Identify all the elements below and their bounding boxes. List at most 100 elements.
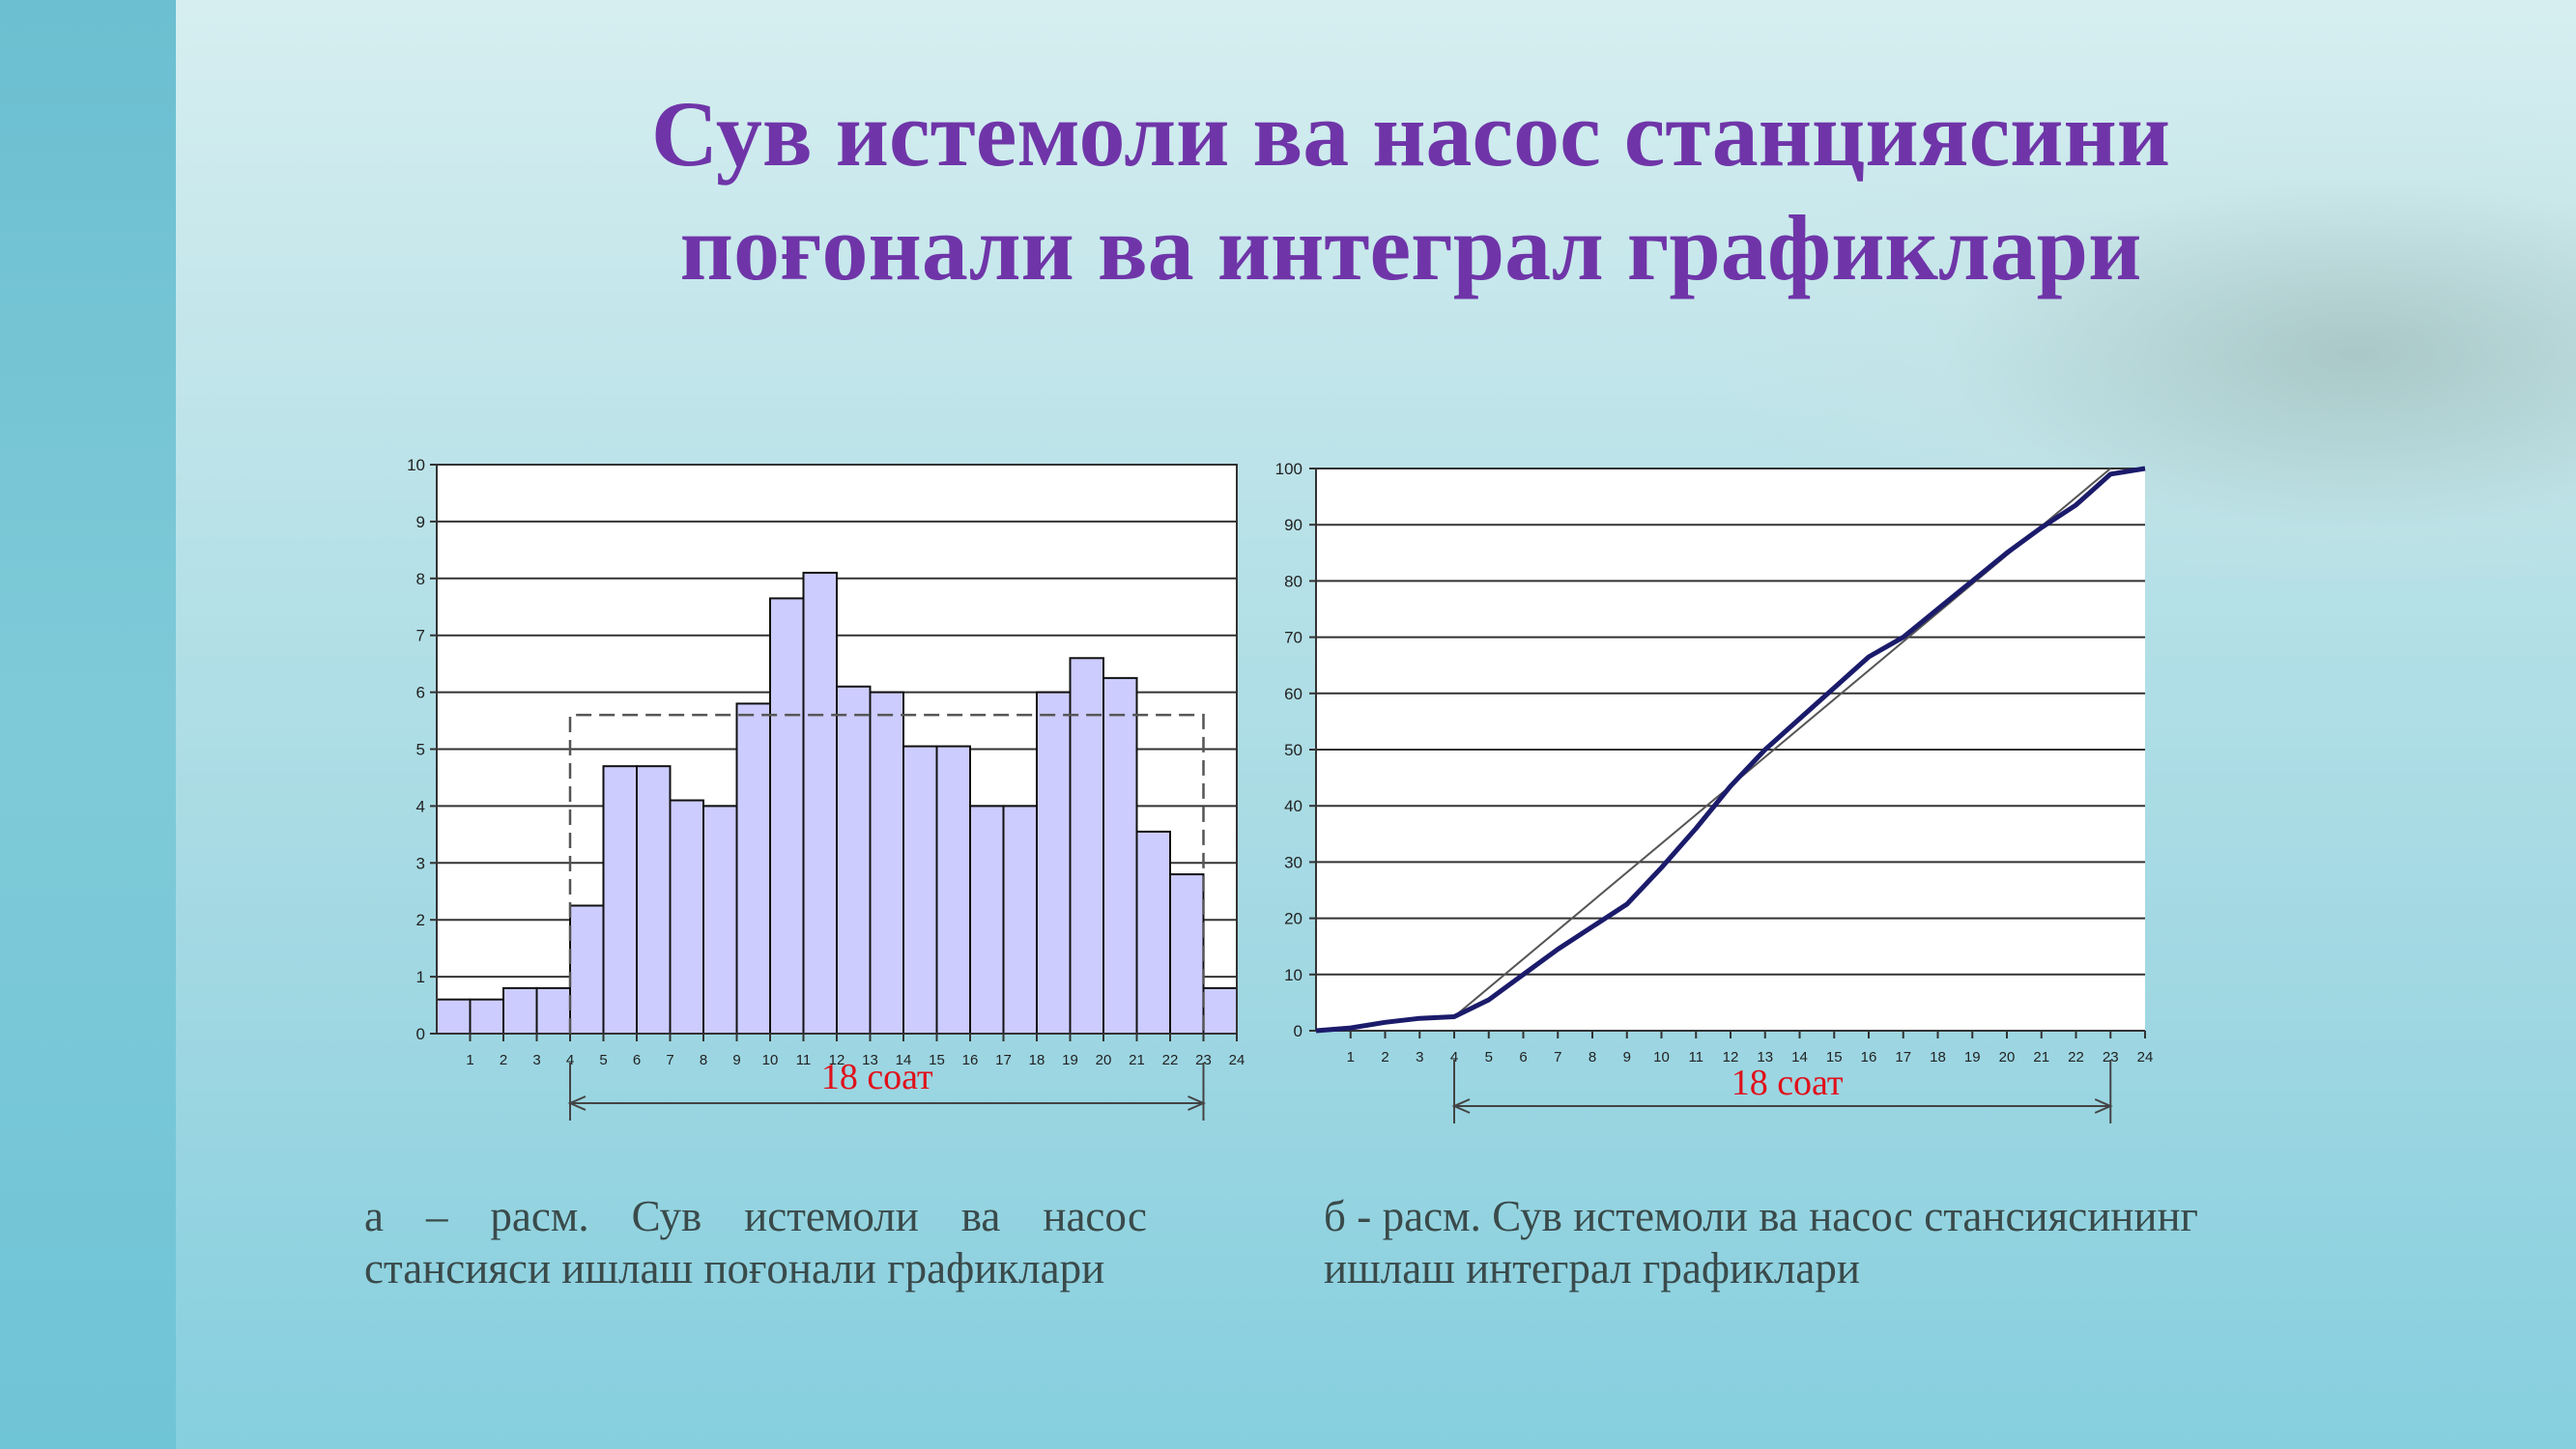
y-tick-label-a: 10 [407, 456, 425, 474]
x-tick-label-b: 5 [1485, 1049, 1493, 1065]
span-label-a: 18 соат [821, 1057, 933, 1097]
left-decorative-band [0, 0, 176, 1449]
bar [569, 904, 605, 1035]
x-tick-label-b: 16 [1861, 1049, 1877, 1065]
bar [802, 571, 838, 1035]
x-tick-label-a: 12 [829, 1052, 845, 1068]
x-tick-label-a: 21 [1129, 1052, 1145, 1068]
x-tick-label-b: 19 [1964, 1049, 1981, 1065]
y-tick-label-b: 30 [1284, 853, 1302, 871]
bar [902, 745, 938, 1035]
bar [836, 685, 872, 1036]
bar [1135, 830, 1171, 1035]
y-tick-label-a: 7 [416, 627, 425, 645]
x-tick-label-a: 4 [566, 1052, 574, 1068]
x-tick-label-a: 17 [995, 1052, 1012, 1068]
x-tick-label-b: 18 [1930, 1049, 1946, 1065]
x-tick-label-a: 13 [862, 1052, 878, 1068]
span-arrow-left-a [567, 1095, 587, 1111]
x-tick-label-a: 2 [500, 1052, 507, 1068]
y-tick-label-b: 100 [1275, 460, 1302, 478]
x-tick-label-a: 5 [599, 1052, 607, 1068]
bar [1036, 691, 1072, 1035]
bar [869, 691, 904, 1035]
x-tick-label-a: 3 [532, 1052, 540, 1068]
x-tick-label-b: 17 [1895, 1049, 1911, 1065]
bar [735, 702, 771, 1035]
x-tick-label-b: 24 [2137, 1049, 2154, 1065]
span-arrow-right-b [2094, 1098, 2113, 1114]
x-tick-label-a: 23 [1195, 1052, 1212, 1068]
x-tick-label-b: 20 [1999, 1049, 2016, 1065]
x-tick-label-b: 21 [2033, 1049, 2049, 1065]
bar [702, 805, 738, 1035]
bar [636, 765, 672, 1035]
x-tick-label-b: 3 [1416, 1049, 1423, 1065]
y-tick-label-a: 0 [416, 1025, 425, 1043]
x-tick-label-b: 12 [1723, 1049, 1739, 1065]
x-tick-label-b: 1 [1347, 1049, 1355, 1065]
x-tick-label-a: 19 [1062, 1052, 1078, 1068]
x-tick-label-a: 14 [896, 1052, 912, 1068]
y-tick-label-b: 50 [1284, 741, 1302, 759]
y-tick-label-a: 6 [416, 684, 425, 702]
x-tick-label-b: 10 [1653, 1049, 1670, 1065]
x-tick-label-a: 10 [762, 1052, 779, 1068]
bar [769, 597, 805, 1035]
bar [1102, 676, 1138, 1035]
y-tick-label-a: 3 [416, 854, 425, 872]
x-tick-label-a: 1 [466, 1052, 473, 1068]
x-tick-label-b: 22 [2068, 1049, 2084, 1065]
x-tick-label-a: 16 [962, 1052, 979, 1068]
x-tick-label-a: 18 [1029, 1052, 1045, 1068]
y-tick-label-b: 70 [1284, 629, 1302, 647]
bar [436, 998, 472, 1035]
span-arrow-right-a [1188, 1095, 1206, 1111]
bar [1202, 986, 1238, 1036]
x-tick-label-b: 15 [1826, 1049, 1843, 1065]
bar [602, 765, 638, 1035]
y-tick-label-a: 1 [416, 968, 425, 986]
x-tick-label-b: 7 [1554, 1049, 1561, 1065]
y-tick-label-b: 80 [1284, 572, 1302, 590]
span-arrow-left-b [1451, 1098, 1471, 1114]
x-tick-label-b: 6 [1519, 1049, 1527, 1065]
y-tick-label-b: 20 [1284, 910, 1302, 928]
x-tick-label-a: 22 [1162, 1052, 1179, 1068]
x-tick-label-b: 14 [1791, 1049, 1808, 1065]
y-tick-label-b: 90 [1284, 516, 1302, 534]
bar [535, 986, 571, 1036]
x-tick-label-a: 20 [1096, 1052, 1112, 1068]
x-tick-label-a: 7 [666, 1052, 673, 1068]
x-tick-label-a: 8 [700, 1052, 707, 1068]
y-tick-label-a: 4 [416, 797, 425, 815]
x-tick-label-b: 23 [2103, 1049, 2119, 1065]
x-tick-label-a: 11 [796, 1052, 812, 1068]
x-tick-label-a: 15 [929, 1052, 945, 1068]
y-tick-label-a: 2 [416, 911, 425, 929]
span-label-b: 18 соат [1732, 1063, 1844, 1103]
x-tick-label-b: 9 [1623, 1049, 1631, 1065]
caption-a: а – расм. Сув истемоли ва насос стансияс… [364, 1192, 1147, 1293]
bar [1002, 805, 1038, 1035]
y-tick-label-a: 5 [416, 741, 425, 759]
slide-title-line-1: Сув истемоли ва насос станциясини [650, 82, 2171, 185]
pump-level-dashed [568, 713, 1205, 1034]
y-tick-label-b: 0 [1294, 1022, 1302, 1040]
caption-b: б - расм. Сув истемоли ва насос стансияс… [1324, 1192, 2198, 1293]
slide-title: Сув истемоли ва насос станциясини поғона… [541, 77, 2280, 305]
x-tick-label-b: 2 [1381, 1049, 1388, 1065]
bar [969, 805, 1005, 1035]
x-tick-label-a: 9 [732, 1052, 740, 1068]
x-tick-label-a: 6 [633, 1052, 641, 1068]
bar [469, 998, 504, 1035]
slide-title-line-2: поғонали ва интеграл графиклари [679, 196, 2142, 299]
y-tick-label-b: 10 [1284, 966, 1302, 984]
y-tick-label-b: 40 [1284, 797, 1302, 815]
x-tick-label-a: 24 [1229, 1052, 1245, 1068]
x-tick-label-b: 4 [1450, 1049, 1458, 1065]
bar [502, 986, 538, 1036]
bar [669, 799, 704, 1036]
